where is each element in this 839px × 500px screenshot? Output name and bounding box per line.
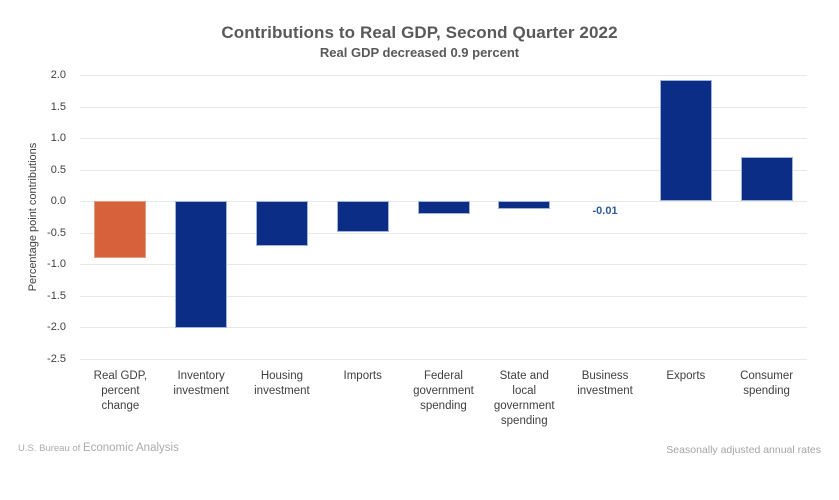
- y-tick-label: 1.0: [50, 132, 66, 145]
- grid-line: [80, 232, 807, 234]
- x-category-label: Housing investment: [254, 370, 310, 397]
- x-category-label: State and local government spending: [493, 370, 555, 427]
- bar-inventory-investment: [175, 201, 228, 329]
- footnote: Seasonally adjusted annual rates: [666, 444, 821, 456]
- x-category-label: Inventory investment: [173, 370, 229, 397]
- y-tick-label: -0.5: [47, 226, 66, 239]
- chart-subtitle: Real GDP decreased 0.9 percent: [319, 45, 520, 60]
- grid-line: [80, 327, 807, 329]
- bar-imports: [336, 201, 389, 233]
- source-brand: Economic Analysis: [82, 442, 179, 454]
- grid-line: [80, 359, 807, 360]
- grid-line: [80, 75, 807, 76]
- x-category-label: Federal government spending: [413, 370, 474, 412]
- grid-line: [80, 264, 807, 266]
- x-category-label: Real GDP, percent change: [93, 370, 148, 412]
- source-attribution: U.S. Bureau of Economic Analysis: [18, 442, 179, 454]
- source-prefix: U.S. Bureau of: [18, 443, 81, 454]
- x-category-label: Imports: [343, 370, 382, 382]
- grid-line: [80, 295, 807, 297]
- y-tick-label: -2.0: [47, 321, 66, 334]
- plot-area: -0.01: [80, 75, 807, 360]
- bar-housing-investment: [255, 201, 308, 247]
- y-tick-label: -1.0: [47, 258, 66, 271]
- chart-title: Contributions to Real GDP, Second Quarte…: [221, 23, 618, 42]
- y-tick-label: 0.5: [50, 163, 66, 176]
- x-category-label: Exports: [666, 370, 706, 382]
- x-axis-labels: Real GDP, percent change Inventory invest…: [0, 369, 839, 444]
- y-tick-label: 1.5: [50, 100, 66, 113]
- y-tick-label: 0.0: [50, 195, 66, 208]
- x-category-label: Consumer spending: [740, 370, 794, 397]
- grid-line: [80, 106, 807, 108]
- bar-state-and-local-government-spending: [498, 201, 551, 210]
- y-tick-label: -1.5: [47, 289, 66, 302]
- value-label: -0.01: [592, 205, 618, 218]
- grid-line: [80, 169, 807, 171]
- bar-exports: [659, 80, 712, 202]
- bar-real-gdp-percent-change: [94, 201, 147, 259]
- grid-line: [80, 138, 807, 140]
- y-tick-label: 2.0: [50, 69, 66, 81]
- x-category-label: Business investment: [577, 370, 633, 397]
- y-tick-label: -2.5: [47, 353, 66, 365]
- bar-federal-government-spending: [417, 201, 470, 214]
- bar-consumer-spending: [740, 157, 793, 202]
